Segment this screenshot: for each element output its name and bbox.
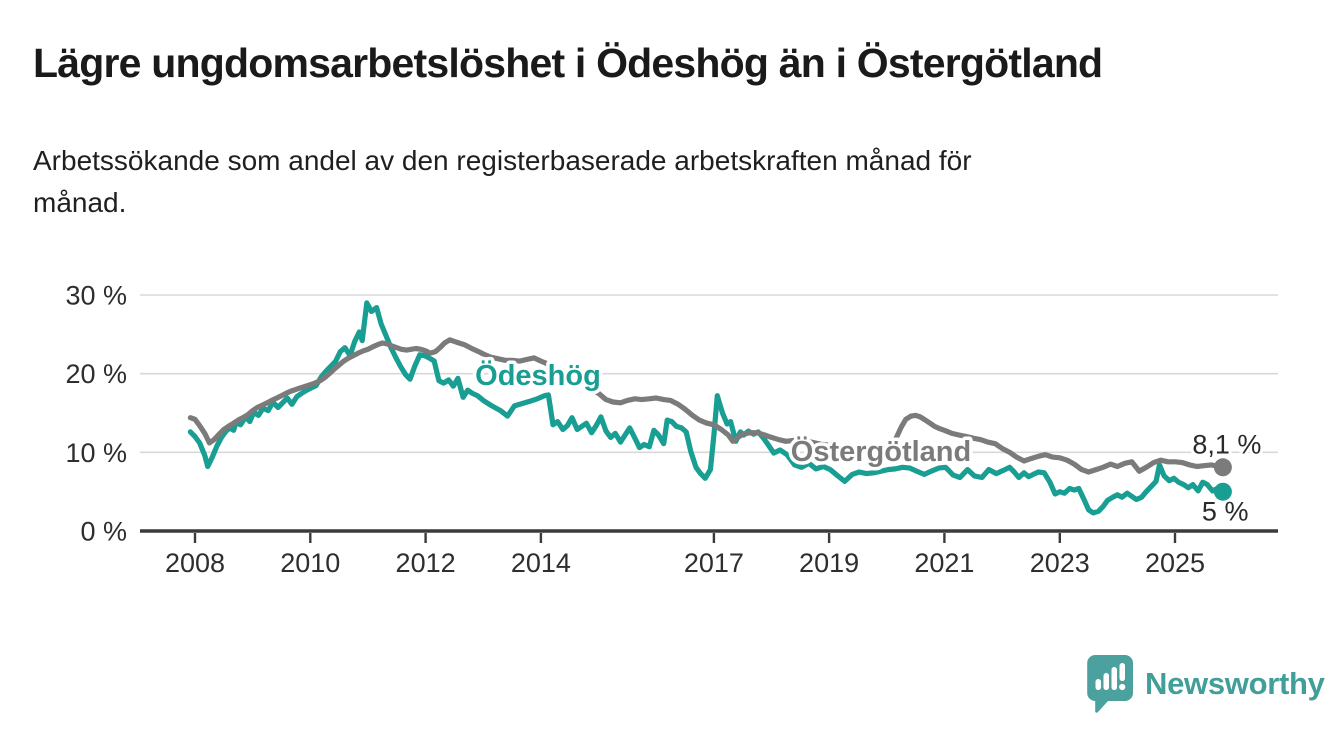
x-tick-label: 2023 bbox=[1030, 548, 1090, 578]
x-tick-label: 2025 bbox=[1145, 548, 1205, 578]
x-tick-label: 2008 bbox=[165, 548, 225, 578]
page-subtitle-line-2: månad. bbox=[33, 187, 127, 218]
series-label-ostergotland: Östergötland bbox=[791, 435, 971, 468]
y-tick-label: 30 % bbox=[65, 281, 127, 311]
y-tick-label: 10 % bbox=[65, 438, 127, 468]
end-dot-odeshog bbox=[1213, 482, 1232, 501]
x-axis-ticks: 2008 2010 2012 2014 2017 2019 2021 2023 2025 bbox=[165, 533, 1205, 578]
page-subtitle: Arbetssökande som andel av den registerb… bbox=[33, 140, 1253, 224]
newsworthy-logo-icon bbox=[1087, 655, 1133, 713]
series-line-odeshog bbox=[187, 300, 1226, 516]
y-axis-labels: 0 % 10 % 20 % 30 % bbox=[65, 281, 127, 547]
logo-exclamation-dot bbox=[1119, 683, 1126, 691]
series-label-odeshog: Ödeshög bbox=[475, 359, 601, 392]
page-subtitle-line-1: Arbetssökande som andel av den registerb… bbox=[33, 145, 972, 176]
x-tick-label: 2017 bbox=[684, 548, 744, 578]
y-tick-label: 20 % bbox=[65, 359, 127, 389]
x-tick-label: 2014 bbox=[511, 548, 571, 578]
x-tick-label: 2010 bbox=[280, 548, 340, 578]
logo-bar-large bbox=[1111, 667, 1117, 690]
end-dot-ostergotland bbox=[1213, 458, 1232, 477]
series-line-ostergotland bbox=[187, 337, 1226, 475]
logo-bar-medium bbox=[1103, 673, 1109, 690]
newsworthy-logo: Newsworthy bbox=[1086, 654, 1325, 714]
y-tick-label: 0 % bbox=[80, 517, 127, 547]
end-value-label-ostergotland: 8,1 % bbox=[1192, 430, 1261, 460]
newsworthy-logo-text: Newsworthy bbox=[1145, 666, 1325, 701]
x-tick-label: 2021 bbox=[914, 548, 974, 578]
end-value-label-odeshog: 5 % bbox=[1202, 496, 1249, 526]
page-title: Lägre ungdomsarbetslöshet i Ödeshög än i… bbox=[33, 40, 1103, 86]
logo-exclamation-bar bbox=[1119, 663, 1125, 681]
logo-bar-small bbox=[1095, 679, 1101, 690]
x-tick-label: 2012 bbox=[396, 548, 456, 578]
x-tick-label: 2019 bbox=[799, 548, 859, 578]
logo-bubble-shape bbox=[1087, 655, 1133, 713]
gridlines bbox=[140, 294, 1278, 454]
